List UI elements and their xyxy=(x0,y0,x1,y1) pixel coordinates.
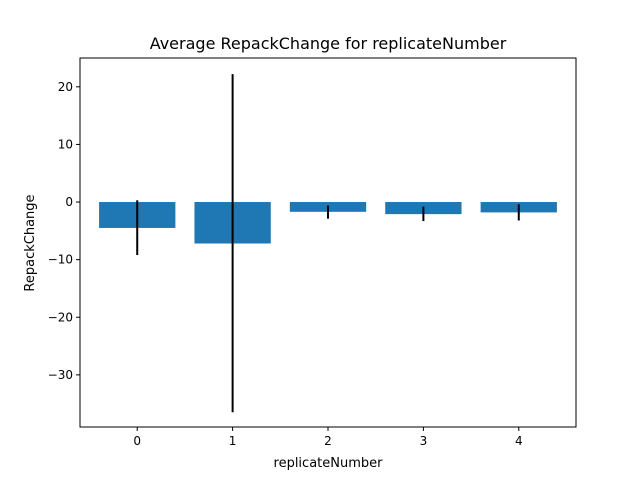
chart-title: Average RepackChange for replicateNumber xyxy=(150,34,507,53)
x-axis-label: replicateNumber xyxy=(274,456,384,471)
error-bars-layer xyxy=(136,74,520,413)
x-tick-label: 1 xyxy=(229,434,237,448)
y-tick-label: −10 xyxy=(48,253,73,267)
y-tick-label: −20 xyxy=(48,310,73,324)
plot-frame xyxy=(79,57,577,428)
y-tick-label: −30 xyxy=(48,368,73,382)
x-axis: 0 1 2 3 4 xyxy=(133,427,523,448)
x-tick-label: 0 xyxy=(133,434,141,448)
y-axis-label: RepackChange xyxy=(23,194,38,291)
x-tick-label: 4 xyxy=(515,434,523,448)
x-tick-label: 3 xyxy=(420,434,428,448)
y-tick-label: 0 xyxy=(65,195,73,209)
y-axis: 20 10 0 −10 −20 −30 xyxy=(48,80,80,382)
y-tick-label: 10 xyxy=(58,137,73,151)
x-tick-label: 2 xyxy=(324,434,332,448)
y-tick-label: 20 xyxy=(58,80,73,94)
